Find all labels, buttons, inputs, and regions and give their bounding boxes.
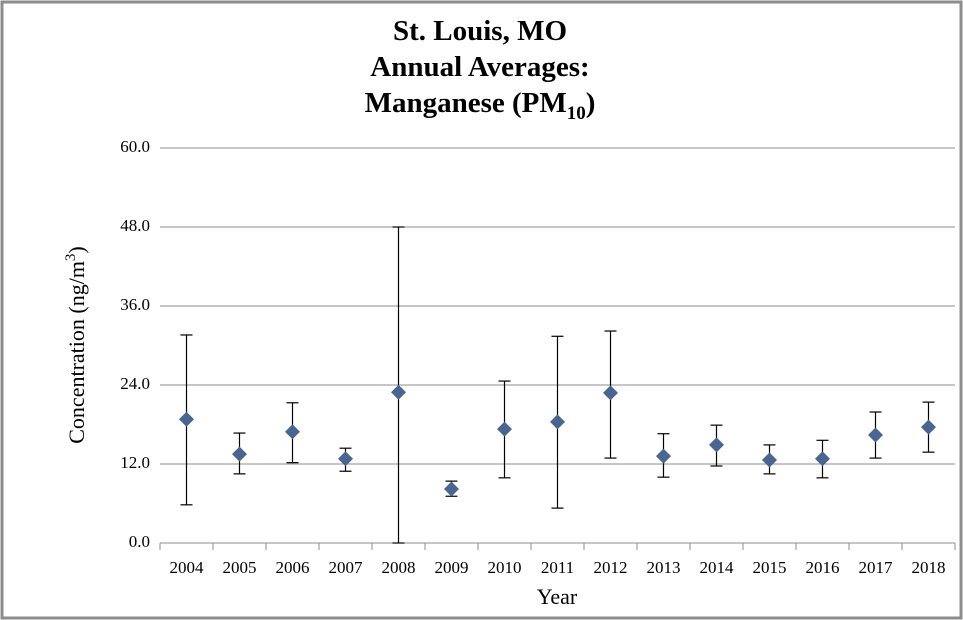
y-axis-title: ) <box>64 246 89 253</box>
chart-title: Annual Averages: <box>370 51 589 83</box>
y-tick-label: 0.0 <box>129 532 150 551</box>
data-point <box>550 414 565 430</box>
y-tick-label: 12.0 <box>120 453 150 472</box>
data-point <box>603 385 618 401</box>
data-point <box>444 481 459 497</box>
x-tick-label: 2015 <box>753 558 787 577</box>
data-point <box>868 427 883 443</box>
x-tick-label: 2014 <box>700 558 735 577</box>
chart-title: ) <box>586 87 596 119</box>
x-tick-label: 2011 <box>541 558 574 577</box>
data-point <box>285 424 300 440</box>
y-tick-label: 48.0 <box>120 216 150 235</box>
x-tick-label: 2005 <box>223 558 257 577</box>
chart-title: Manganese (PM10) <box>365 87 596 124</box>
data-point <box>815 451 830 467</box>
data-point <box>179 411 194 427</box>
x-tick-label: 2012 <box>594 558 628 577</box>
y-axis-title: Concentration (ng/m3) <box>63 246 89 444</box>
x-tick-label: 2007 <box>329 558 364 577</box>
y-axis-title: Concentration (ng/m <box>64 261 89 444</box>
chart-title: Manganese (PM <box>365 87 567 119</box>
x-tick-label: 2009 <box>435 558 469 577</box>
data-point <box>656 448 671 464</box>
x-tick-label: 2016 <box>806 558 840 577</box>
data-point <box>709 437 724 453</box>
data-point <box>391 384 406 400</box>
y-tick-label: 36.0 <box>120 295 150 314</box>
y-axis-title-superscript: 3 <box>63 254 79 262</box>
x-tick-label: 2004 <box>170 558 205 577</box>
x-tick-label: 2006 <box>276 558 310 577</box>
y-tick-label: 24.0 <box>120 374 150 393</box>
x-tick-label: 2017 <box>859 558 894 577</box>
data-point <box>497 421 512 437</box>
data-point <box>232 446 247 462</box>
x-tick-label: 2018 <box>912 558 946 577</box>
chart-title-subscript: 10 <box>567 103 586 124</box>
x-tick-label: 2008 <box>382 558 416 577</box>
x-tick-label: 2010 <box>488 558 522 577</box>
data-point <box>762 452 777 468</box>
x-tick-label: 2013 <box>647 558 681 577</box>
chart-title: St. Louis, MO <box>393 15 567 47</box>
data-point <box>921 419 936 435</box>
y-tick-label: 60.0 <box>120 137 150 156</box>
data-point <box>338 451 353 467</box>
x-axis-title: Year <box>537 584 578 609</box>
